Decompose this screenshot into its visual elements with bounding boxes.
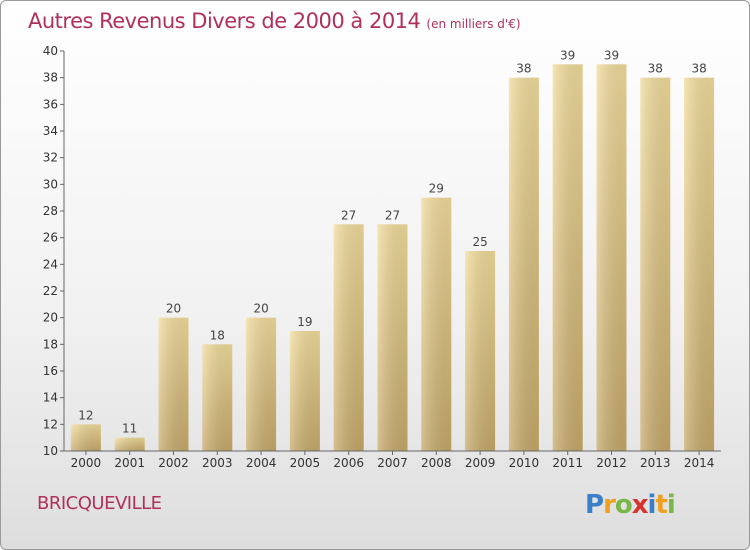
title-main: Autres Revenus Divers de 2000 à 2014 bbox=[28, 9, 421, 33]
bar-value-label: 29 bbox=[429, 182, 444, 196]
bar-value-label: 27 bbox=[341, 208, 356, 222]
place-name: BRICQUEVILLE bbox=[37, 493, 162, 514]
proxiti-logo: Proxiti bbox=[585, 490, 676, 520]
x-tick-label: 2008 bbox=[421, 456, 452, 470]
bar-shade-2006 bbox=[333, 224, 364, 451]
y-tick-label: 16 bbox=[43, 364, 58, 378]
bar-shade-2002 bbox=[158, 317, 189, 451]
x-tick-label: 2004 bbox=[246, 456, 277, 470]
bar-shade-2012 bbox=[596, 64, 627, 452]
y-tick-label: 12 bbox=[43, 417, 58, 431]
bar-shade-2000 bbox=[70, 424, 101, 451]
x-tick-label: 2010 bbox=[509, 456, 540, 470]
logo-letter: t bbox=[655, 490, 667, 520]
bar-value-label: 11 bbox=[122, 422, 137, 436]
x-tick-label: 2013 bbox=[640, 456, 671, 470]
bar-shade-2003 bbox=[202, 344, 233, 451]
bar-value-label: 38 bbox=[691, 62, 706, 76]
x-tick-label: 2011 bbox=[552, 456, 583, 470]
x-tick-label: 2007 bbox=[377, 456, 408, 470]
y-tick-label: 18 bbox=[43, 337, 58, 351]
bar-value-label: 38 bbox=[648, 62, 663, 76]
y-tick-label: 40 bbox=[43, 44, 58, 58]
x-tick-label: 2009 bbox=[465, 456, 496, 470]
bar-shade-2001 bbox=[114, 437, 145, 451]
logo-letter: i bbox=[647, 490, 657, 520]
bar-shade-2010 bbox=[508, 77, 539, 452]
logo-letter: i bbox=[666, 490, 676, 520]
bar-value-label: 38 bbox=[516, 62, 531, 76]
logo-letter: P bbox=[585, 490, 604, 520]
bar-shade-2008 bbox=[421, 197, 452, 451]
bar-shade-2011 bbox=[552, 64, 583, 452]
x-tick-label: 2001 bbox=[114, 456, 145, 470]
bar-shade-2014 bbox=[684, 77, 715, 452]
bar-value-label: 19 bbox=[297, 315, 312, 329]
y-tick-label: 28 bbox=[43, 204, 58, 218]
logo-letter: r bbox=[603, 490, 616, 520]
title-unit: (en milliers d'€) bbox=[426, 17, 521, 31]
bar-shade-2013 bbox=[640, 77, 671, 452]
y-tick-label: 20 bbox=[43, 311, 58, 325]
bar-value-label: 18 bbox=[210, 328, 225, 342]
x-tick-label: 2002 bbox=[158, 456, 189, 470]
bar-value-label: 12 bbox=[78, 408, 93, 422]
bar-value-label: 20 bbox=[253, 302, 268, 316]
x-tick-label: 2014 bbox=[684, 456, 715, 470]
bar-shade-2005 bbox=[289, 331, 320, 451]
y-tick-label: 24 bbox=[43, 257, 58, 271]
bar-shade-2009 bbox=[465, 251, 496, 451]
bar-value-label: 27 bbox=[385, 208, 400, 222]
bar-value-label: 39 bbox=[604, 48, 619, 62]
y-tick-label: 34 bbox=[43, 124, 58, 138]
x-tick-label: 2006 bbox=[333, 456, 364, 470]
y-tick-label: 30 bbox=[43, 177, 58, 191]
y-tick-label: 32 bbox=[43, 151, 58, 165]
y-tick-label: 14 bbox=[43, 391, 58, 405]
x-tick-label: 2012 bbox=[596, 456, 627, 470]
x-tick-label: 2005 bbox=[290, 456, 321, 470]
y-tick-label: 10 bbox=[43, 444, 58, 458]
y-tick-label: 38 bbox=[43, 71, 58, 85]
y-tick-label: 22 bbox=[43, 284, 58, 298]
bar-shade-2004 bbox=[246, 317, 277, 451]
bar-shade-2007 bbox=[377, 224, 408, 451]
x-tick-label: 2003 bbox=[202, 456, 233, 470]
y-tick-label: 36 bbox=[43, 97, 58, 111]
logo-letter: o bbox=[614, 490, 633, 520]
bar-value-label: 39 bbox=[560, 48, 575, 62]
bar-value-label: 20 bbox=[166, 302, 181, 316]
chart-title: Autres Revenus Divers de 2000 à 2014 (en … bbox=[28, 9, 521, 33]
x-tick-label: 2000 bbox=[71, 456, 102, 470]
y-tick-label: 26 bbox=[43, 231, 58, 245]
logo-letter: x bbox=[631, 490, 649, 520]
bar-value-label: 25 bbox=[472, 235, 487, 249]
